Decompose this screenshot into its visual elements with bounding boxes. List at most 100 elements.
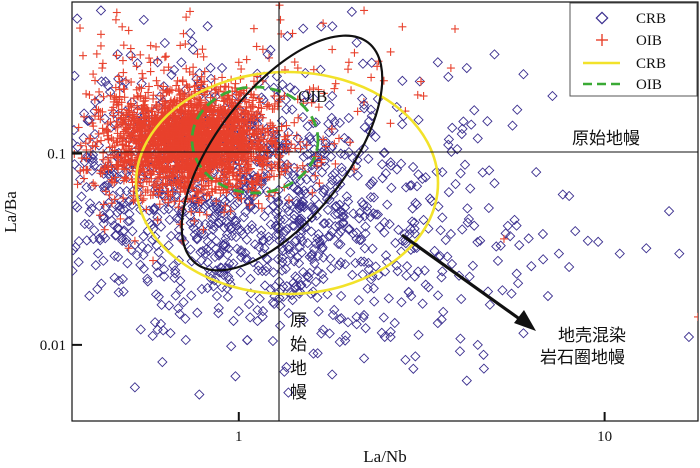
crb-cloud-point xyxy=(186,290,197,301)
crb-cloud-point xyxy=(537,254,549,265)
crb-cloud-point xyxy=(334,117,346,129)
crb-cloud-point xyxy=(396,297,407,308)
crb-cloud-point xyxy=(235,245,247,256)
crb-cloud-point xyxy=(169,272,180,284)
crb-cloud-point xyxy=(90,260,101,271)
crb-cloud-point xyxy=(351,319,362,330)
crb-cloud-point xyxy=(213,308,224,319)
crb-cloud-point xyxy=(136,240,148,252)
crb-cloud-point xyxy=(258,235,269,247)
crb-cloud-point xyxy=(497,285,508,296)
crb-cloud-point xyxy=(450,178,461,190)
crb-cloud-point xyxy=(273,221,285,233)
crb-cloud-point xyxy=(100,76,111,87)
arrow-text-2: 岩石圈地幔 xyxy=(540,348,625,368)
crb-cloud-point xyxy=(511,220,522,231)
crb-cloud-point xyxy=(333,238,344,249)
crb-cloud-point xyxy=(435,225,446,236)
crb-cloud-point xyxy=(437,266,448,277)
crb-cloud-point xyxy=(152,211,163,223)
crb-cloud-point xyxy=(238,212,250,223)
crb-cloud-point xyxy=(256,225,267,236)
crb-cloud-point xyxy=(447,122,458,134)
crb-cloud-point xyxy=(297,111,309,123)
crb-cloud-point xyxy=(305,201,317,213)
crb-cloud-point xyxy=(107,178,118,189)
crb-cloud-point xyxy=(319,184,330,196)
crb-cloud-point xyxy=(360,322,371,334)
crb-cloud-point xyxy=(232,197,243,209)
crb-cloud-point xyxy=(323,231,334,242)
crb-cloud-point xyxy=(284,82,296,93)
crb-cloud-point xyxy=(389,317,400,329)
crb-cloud-point xyxy=(379,217,390,228)
crb-cloud-point xyxy=(257,265,268,277)
crb-cloud-point xyxy=(135,204,146,215)
crb-cloud-point xyxy=(437,212,448,223)
crb-cloud-point xyxy=(268,267,279,278)
crb-cloud-point xyxy=(274,320,286,331)
crb-cloud-point xyxy=(279,366,290,377)
crb-cloud-point xyxy=(281,104,292,115)
crb-cloud-point xyxy=(438,306,449,318)
crb-cloud-point xyxy=(218,240,229,252)
crb-cloud-point xyxy=(185,27,196,39)
crb-cloud-point xyxy=(462,203,473,214)
crb-cloud-point xyxy=(212,207,224,218)
crb-cloud-point xyxy=(396,119,408,130)
crb-cloud-point xyxy=(180,334,191,346)
crb-cloud-point xyxy=(366,57,377,68)
crb-cloud-point xyxy=(216,215,227,226)
crb-cloud-point xyxy=(272,205,283,216)
vline-label-char-1: 原 xyxy=(290,311,307,331)
crb-cloud-point xyxy=(171,213,182,224)
crb-cloud-point xyxy=(149,202,160,214)
crb-cloud-point xyxy=(132,58,143,69)
crb-cloud-point xyxy=(469,105,480,116)
crb-cloud-point xyxy=(301,136,312,148)
crb-cloud-point xyxy=(159,271,170,282)
crb-cloud-point xyxy=(135,324,146,335)
crb-cloud-point xyxy=(241,253,252,264)
crb-cloud-point xyxy=(405,290,417,302)
crb-cloud-point xyxy=(537,228,549,240)
crb-cloud-point xyxy=(157,356,168,368)
crb-cloud-point xyxy=(309,258,320,269)
crb-cloud-point xyxy=(458,116,469,127)
crb-cloud-point xyxy=(82,152,93,163)
crb-cloud-point xyxy=(365,191,376,203)
crb-cloud-point xyxy=(165,230,177,242)
crb-cloud-point xyxy=(329,209,341,220)
crb-cloud-point xyxy=(243,197,254,208)
crb-cloud-point xyxy=(230,371,241,382)
crb-cloud-point xyxy=(301,174,312,185)
crb-cloud-point xyxy=(289,85,301,96)
crb-cloud-point xyxy=(344,167,356,179)
crb-cloud-point xyxy=(353,294,365,306)
crb-cloud-point xyxy=(94,233,105,244)
crb-cloud-point xyxy=(327,309,339,321)
crb-cloud-point xyxy=(209,197,220,208)
crb-cloud-point xyxy=(283,241,295,252)
crb-cloud-point xyxy=(241,254,252,265)
crb-cloud-point xyxy=(359,211,370,222)
crb-cloud-point xyxy=(138,249,149,261)
crb-cloud-point xyxy=(401,261,413,272)
crb-cloud-point xyxy=(363,263,375,275)
crb-cloud-point xyxy=(352,170,363,181)
crb-cloud-point xyxy=(226,208,237,220)
crb-cloud-point xyxy=(315,238,326,250)
crb-cloud-point xyxy=(241,334,253,346)
crb-cloud-point xyxy=(265,44,276,56)
crb-cloud-point xyxy=(313,228,324,240)
crb-cloud-point xyxy=(92,248,104,259)
crb-cloud-point xyxy=(252,315,263,327)
crb-cloud-point xyxy=(104,86,116,98)
crb-cloud-point xyxy=(288,246,299,258)
crb-cloud-point xyxy=(147,330,158,342)
crb-cloud-point xyxy=(313,306,324,317)
crb-cloud-point xyxy=(455,333,466,344)
crb-cloud-point xyxy=(315,64,326,75)
crb-cloud-point xyxy=(592,236,604,248)
crb-cloud-point xyxy=(411,181,423,192)
